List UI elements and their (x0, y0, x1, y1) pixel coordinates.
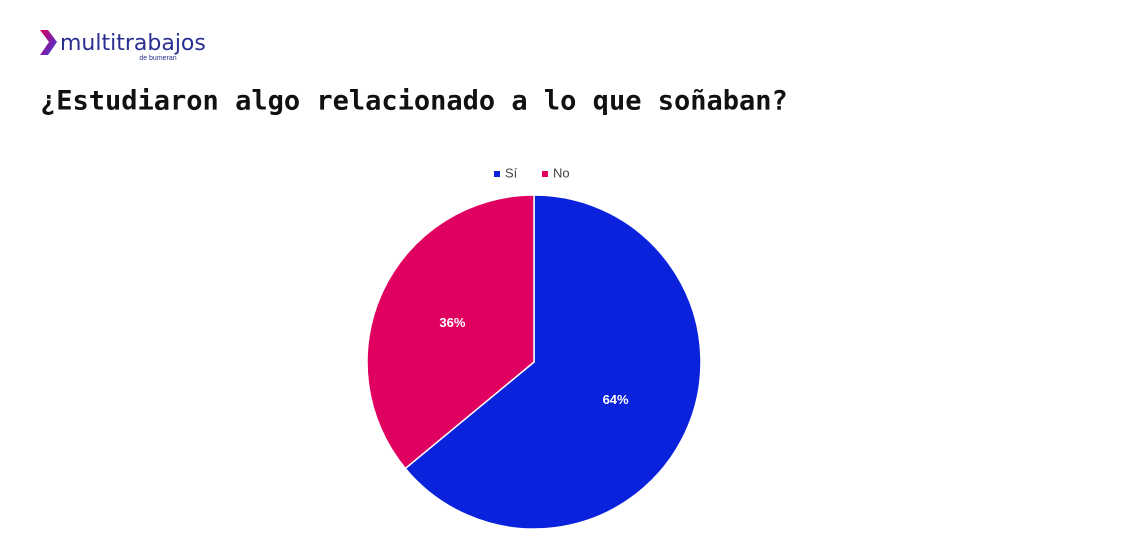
pie: 64% 36% (366, 194, 702, 530)
legend: Sí No (494, 165, 570, 180)
data-label: 64% (603, 392, 629, 407)
legend-label: Sí (505, 165, 518, 180)
chart-title: ¿Estudiaron algo relacionado a lo que so… (40, 86, 788, 117)
logo-icon (40, 30, 57, 55)
pie-slice (404, 194, 702, 530)
logo-tagline: de bumeran (139, 55, 176, 62)
legend-swatch (542, 171, 548, 177)
legend-swatch (494, 171, 500, 177)
pie-slice (366, 194, 535, 470)
legend-label: No (553, 165, 570, 180)
data-label: 36% (439, 315, 465, 330)
logo: multitrabajos de bumeran (40, 30, 206, 62)
logo-name: multitrabajos (60, 31, 206, 56)
